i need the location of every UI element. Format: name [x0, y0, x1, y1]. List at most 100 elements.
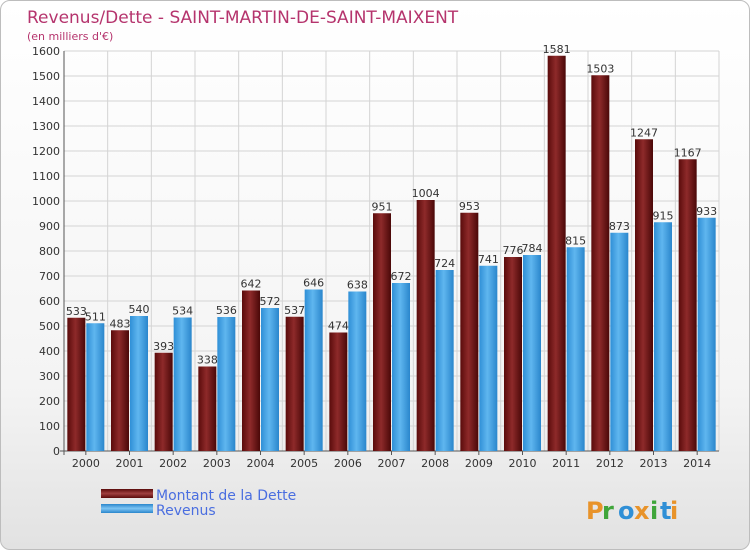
bar-dette [373, 213, 391, 451]
y-tick-label: 900 [39, 220, 60, 233]
x-tick-label: 2013 [640, 457, 668, 470]
bar-dette [242, 290, 260, 451]
bar-dette [504, 257, 522, 451]
value-label-dette: 474 [328, 320, 349, 333]
bar-revenus [479, 265, 498, 451]
value-label-revenus: 536 [216, 304, 237, 317]
value-label-revenus: 724 [434, 257, 455, 270]
bar-revenus [130, 316, 148, 451]
bar-revenus [392, 283, 410, 451]
y-tick-label: 300 [39, 370, 60, 383]
value-label-dette: 393 [153, 340, 174, 353]
value-label-revenus: 873 [609, 220, 630, 233]
bar-dette [635, 139, 653, 451]
proxiti-logo: Pr o x i ti [586, 497, 678, 525]
value-label-revenus: 672 [391, 270, 412, 283]
y-tick-label: 1600 [32, 45, 60, 58]
y-tick-label: 700 [39, 270, 60, 283]
bar-dette [285, 316, 304, 451]
x-tick-label: 2012 [596, 457, 624, 470]
y-tick-label: 100 [39, 420, 60, 433]
value-label-revenus: 511 [85, 310, 106, 323]
x-tick-label: 2001 [116, 457, 144, 470]
value-label-dette: 533 [66, 305, 87, 318]
value-label-dette: 951 [372, 200, 393, 213]
x-tick-label: 2004 [247, 457, 275, 470]
y-tick-label: 1500 [32, 70, 60, 83]
bar-revenus [86, 323, 105, 451]
chart-subtitle: (en milliers d'€) [27, 30, 113, 43]
bar-revenus [697, 217, 716, 451]
x-tick-label: 2014 [683, 457, 711, 470]
y-tick-label: 0 [53, 445, 60, 458]
bar-dette [67, 317, 86, 451]
legend-label-revenus: Revenus [156, 503, 216, 519]
bar-dette [678, 159, 697, 451]
logo-letter: P [586, 497, 604, 525]
value-label-dette: 483 [110, 317, 131, 330]
x-tick-label: 2009 [465, 457, 493, 470]
bar-dette [547, 55, 566, 451]
value-label-dette: 776 [503, 244, 524, 257]
value-label-dette: 1004 [412, 187, 440, 200]
y-tick-label: 1400 [32, 95, 60, 108]
bar-dette [111, 330, 129, 451]
bar-revenus [173, 317, 192, 451]
value-label-revenus: 534 [172, 305, 193, 318]
bar-dette [154, 352, 173, 451]
logo-letter: o [618, 497, 635, 525]
bar-dette [198, 366, 217, 451]
value-label-revenus: 638 [347, 279, 368, 292]
y-tick-label: 1100 [32, 170, 60, 183]
bar-revenus [261, 308, 279, 451]
value-label-dette: 1581 [543, 43, 571, 56]
y-tick-label: 600 [39, 295, 60, 308]
value-label-revenus: 933 [696, 205, 717, 218]
bar-revenus [304, 289, 323, 451]
legend-label-debt: Montant de la Dette [156, 488, 296, 504]
value-label-revenus: 741 [478, 253, 499, 266]
y-tick-label: 1300 [32, 120, 60, 133]
bar-revenus [217, 317, 236, 451]
value-label-dette: 1167 [674, 146, 702, 159]
bar-revenus [523, 255, 541, 451]
x-tick-label: 2006 [334, 457, 362, 470]
logo-letter: r [602, 497, 614, 525]
value-label-dette: 338 [197, 354, 218, 367]
bar-dette [329, 332, 348, 451]
value-label-dette: 1247 [630, 126, 658, 139]
bar-revenus [348, 291, 367, 451]
logo-letter: x [634, 497, 650, 525]
bar-revenus [654, 222, 672, 451]
value-label-revenus: 915 [653, 209, 674, 222]
bar-revenus [566, 247, 585, 451]
x-tick-label: 2000 [72, 457, 100, 470]
y-tick-label: 500 [39, 320, 60, 333]
logo-letter: i [670, 497, 678, 525]
bars [67, 55, 716, 451]
value-label-revenus: 784 [522, 242, 543, 255]
value-label-revenus: 815 [565, 234, 586, 247]
x-tick-label: 2010 [509, 457, 537, 470]
value-label-dette: 953 [459, 200, 480, 213]
bar-revenus [435, 270, 454, 451]
value-label-dette: 1503 [586, 62, 614, 75]
y-tick-label: 800 [39, 245, 60, 258]
x-tick-label: 2008 [421, 457, 449, 470]
bar-dette [460, 212, 479, 451]
logo-letter: t [660, 497, 671, 525]
y-tick-label: 400 [39, 345, 60, 358]
chart-title: Revenus/Dette - SAINT-MARTIN-DE-SAINT-MA… [27, 8, 459, 28]
legend-swatch-debt [101, 489, 153, 498]
y-tick-label: 1200 [32, 145, 60, 158]
value-label-revenus: 572 [260, 295, 281, 308]
y-tick-label: 1000 [32, 195, 60, 208]
legend-swatch-revenus [101, 504, 153, 513]
value-label-dette: 642 [241, 278, 262, 291]
y-tick-label: 200 [39, 395, 60, 408]
bar-revenus [610, 232, 629, 451]
x-tick-label: 2005 [290, 457, 318, 470]
x-tick-label: 2003 [203, 457, 231, 470]
value-label-revenus: 540 [129, 303, 150, 316]
